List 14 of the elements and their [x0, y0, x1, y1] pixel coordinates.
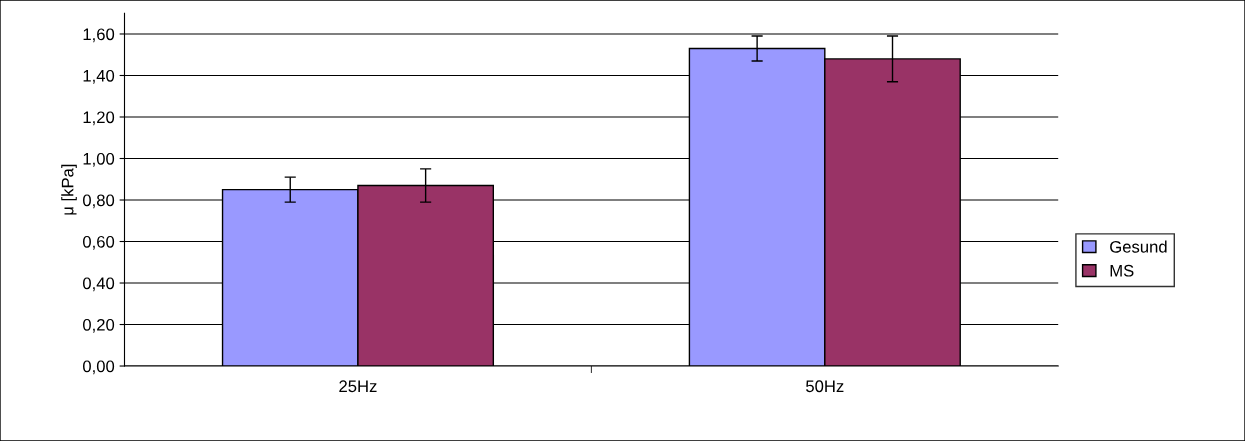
y-tick-label: 1,40 — [83, 69, 115, 84]
y-tick-label: 0,80 — [82, 194, 115, 209]
legend-label: Gesund — [1110, 240, 1167, 253]
y-tick-label: 0,40 — [82, 277, 115, 292]
legend-label: MS — [1110, 264, 1134, 277]
x-tick-label: 50Hz — [806, 380, 844, 393]
y-tick-label: 1,60 — [83, 28, 115, 43]
x-tick-label: 25Hz — [339, 380, 377, 393]
y-tick-label: 1,00 — [83, 152, 115, 167]
y-axis-title: μ [kPa] — [61, 164, 77, 215]
y-tick-label: 0,60 — [82, 235, 115, 250]
y-tick-label: 1,20 — [83, 111, 115, 126]
y-tick-label: 0,00 — [82, 360, 115, 375]
y-tick-label: 0,20 — [82, 318, 115, 333]
